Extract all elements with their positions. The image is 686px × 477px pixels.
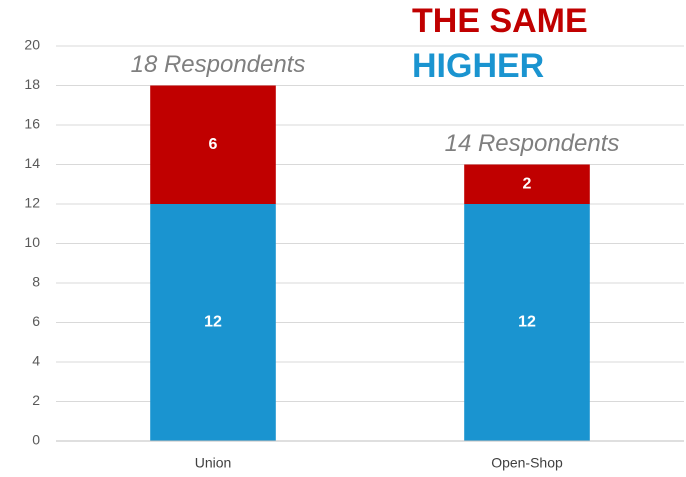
y-tick-label: 6 [32,313,40,329]
y-tick-label: 18 [24,76,40,92]
y-tick-label: 0 [32,432,40,448]
data-label: 2 [523,175,532,192]
data-label: 12 [518,314,536,331]
x-tick-label: Union [195,455,232,471]
legend-label: HIGHER [412,47,544,85]
y-tick-label: 14 [24,155,40,171]
y-tick-label: 16 [24,116,40,132]
y-tick-label: 12 [24,195,40,211]
bar-segment [150,204,276,441]
y-tick-label: 20 [24,37,40,53]
data-label: 12 [204,314,222,331]
bar-segment [150,85,276,204]
y-tick-label: 8 [32,274,40,290]
bar-segment [464,164,590,204]
legend-label: THE SAME [412,2,588,40]
data-label: 6 [209,136,218,153]
bar-segment [464,204,590,441]
y-tick-label: 4 [32,353,40,369]
y-tick-label: 10 [24,234,40,250]
annotation: 18 Respondents [131,51,306,78]
y-tick-label: 2 [32,392,40,408]
x-tick-label: Open-Shop [491,455,563,471]
annotation: 14 Respondents [445,130,620,157]
